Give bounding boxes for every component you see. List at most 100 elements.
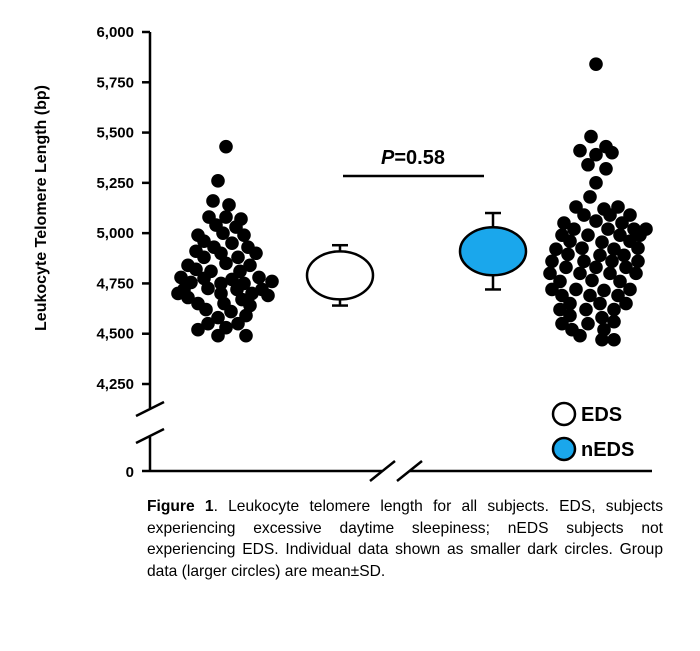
data-point-neds (567, 222, 581, 236)
data-point-neds (579, 302, 593, 317)
data-point-eds (243, 258, 257, 273)
data-point-eds (231, 250, 245, 265)
data-point-neds (613, 274, 627, 289)
data-point-neds (615, 216, 629, 230)
data-point-eds (201, 281, 215, 296)
data-point-neds (557, 216, 571, 230)
y-tick-label: 5,500 (96, 125, 134, 142)
x-axis-break-mark-2 (396, 460, 423, 482)
group-summaries (305, 211, 528, 307)
data-point-eds (219, 139, 233, 154)
y-axis-label: Leukocyte Telomere Length (bp) (33, 85, 50, 331)
mean-marker-eds (305, 250, 375, 301)
data-point-neds (589, 214, 603, 228)
data-point-neds (605, 254, 619, 269)
data-point-neds (584, 129, 598, 144)
data-point-eds (206, 194, 220, 208)
legend-marker-eds (551, 401, 577, 427)
y-ticks: 6,000 5,750 5,500 5,250 5,000 4,750 4,500 4,250 (96, 24, 150, 393)
data-point-neds (577, 254, 591, 269)
data-point-eds (211, 328, 225, 343)
data-point-neds (575, 241, 589, 256)
y-tick-label: 4,750 (96, 275, 134, 292)
figure-caption: Figure 1. Leukocyte telomere length for … (147, 496, 663, 582)
data-point-eds (181, 290, 195, 305)
data-point-eds (211, 174, 225, 188)
data-point-neds (543, 266, 557, 281)
data-point-neds (603, 208, 617, 222)
data-point-neds (597, 283, 611, 298)
data-point-eds (230, 282, 244, 297)
data-point-neds (545, 254, 559, 269)
data-point-neds (593, 296, 607, 311)
axes (135, 32, 652, 482)
data-point-neds (607, 242, 621, 257)
data-point-eds (219, 256, 233, 271)
data-point-neds (553, 302, 567, 317)
data-point-neds (549, 242, 563, 257)
data-point-eds (222, 198, 236, 212)
y-tick-label: 6,000 (96, 24, 134, 41)
legend: EDS nEDS (551, 401, 634, 462)
data-point-eds (189, 262, 203, 277)
data-point-neds (563, 296, 577, 311)
data-point-neds (613, 228, 627, 242)
data-point-eds (199, 302, 213, 317)
zero-tick-label: 0 (126, 464, 134, 481)
data-point-neds (607, 314, 621, 329)
legend-label-neds: nEDS (581, 439, 634, 461)
y-axis-break-mark-2 (135, 427, 165, 445)
mean-marker-neds (458, 225, 528, 277)
data-point-neds (603, 266, 617, 281)
data-point-eds (265, 274, 279, 289)
data-point-neds (619, 260, 633, 275)
data-point-eds (211, 310, 225, 325)
data-point-neds (581, 316, 595, 331)
data-point-neds (583, 190, 597, 204)
data-point-neds (601, 222, 615, 236)
figure-label: Figure 1 (147, 498, 214, 515)
data-point-neds (623, 282, 637, 297)
data-point-eds (237, 228, 251, 242)
telomere-chart: Leukocyte Telomere Length (bp) 0 6,000 5,… (33, 24, 653, 482)
data-point-neds (597, 322, 611, 337)
data-point-neds (585, 273, 599, 288)
data-point-eds (214, 246, 228, 261)
data-point-neds (607, 332, 621, 347)
data-point-neds (633, 228, 647, 242)
data-point-neds (607, 302, 621, 317)
data-point-eds (224, 304, 238, 319)
data-point-eds (245, 286, 259, 301)
y-tick-label: 5,000 (96, 225, 134, 242)
data-point-neds (619, 296, 633, 311)
y-tick-label: 4,500 (96, 326, 134, 343)
data-point-neds (629, 266, 643, 281)
legend-marker-neds (551, 436, 577, 462)
data-point-neds (595, 332, 609, 347)
data-point-neds (617, 248, 631, 263)
caption-text: . Leukocyte telomere length for all subj… (147, 498, 663, 580)
data-point-eds (225, 236, 239, 250)
data-point-eds (261, 288, 275, 303)
data-point-eds (191, 322, 205, 337)
data-point-neds (589, 57, 603, 71)
data-point-neds (631, 254, 645, 269)
data-point-eds (252, 270, 266, 285)
y-tick-label: 5,250 (96, 175, 134, 192)
y-tick-label: 4,250 (96, 376, 134, 393)
y-tick-label: 5,750 (96, 74, 134, 91)
data-points (171, 57, 653, 347)
data-point-neds (589, 176, 603, 190)
p-value-label: P=0.58 (381, 147, 445, 169)
data-point-neds (573, 143, 587, 158)
data-point-eds (225, 272, 239, 287)
data-point-eds (231, 316, 245, 331)
data-point-neds (545, 282, 559, 297)
data-point-neds (581, 228, 595, 242)
y-axis-break-mark-1 (135, 400, 165, 418)
data-point-neds (589, 147, 603, 162)
data-point-neds (599, 161, 613, 176)
data-point-neds (561, 247, 575, 262)
data-point-eds (197, 250, 211, 265)
data-point-eds (214, 276, 228, 291)
